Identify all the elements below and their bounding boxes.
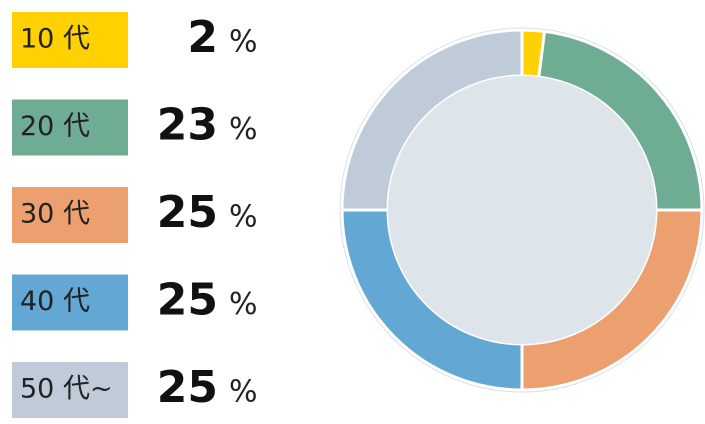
legend-label: 30 代: [20, 199, 90, 230]
legend-swatch: [12, 187, 128, 243]
legend-swatch: [12, 99, 128, 156]
legend-label: 50 代~: [20, 374, 113, 405]
legend-swatch: [12, 12, 128, 68]
value-label: 25: [157, 187, 218, 238]
value-unit: %: [229, 200, 258, 235]
value-label: 25: [157, 362, 218, 413]
value-unit: %: [229, 112, 258, 147]
donut-center: [388, 76, 656, 344]
value-label: 23: [157, 100, 218, 151]
legend-label: 40 代: [20, 286, 90, 317]
legend-swatch: [12, 362, 128, 418]
legend-label: 10 代: [20, 24, 90, 55]
value-label: 2: [187, 12, 218, 63]
value-unit: %: [229, 375, 258, 410]
value-label: 25: [157, 275, 218, 326]
value-unit: %: [229, 25, 258, 60]
legend-swatch: [12, 274, 128, 331]
value-unit: %: [229, 287, 258, 322]
legend-label: 20 代: [20, 111, 90, 142]
